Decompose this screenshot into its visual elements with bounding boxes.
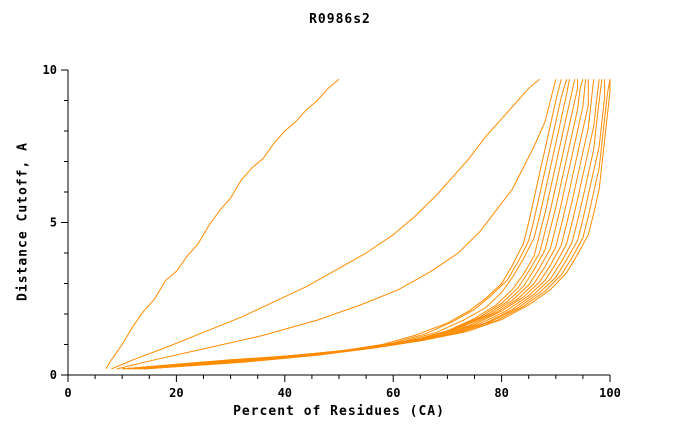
y-tick-label: 10 bbox=[43, 63, 57, 77]
data-curve bbox=[122, 79, 562, 370]
x-tick-label: 60 bbox=[386, 386, 400, 400]
data-curve bbox=[116, 79, 557, 370]
data-curve bbox=[122, 79, 568, 370]
x-tick-label: 80 bbox=[494, 386, 508, 400]
y-tick-label: 5 bbox=[50, 216, 57, 230]
x-axis-label: Percent of Residues (CA) bbox=[233, 404, 445, 419]
y-tick-label: 0 bbox=[50, 368, 57, 382]
data-curve bbox=[143, 79, 611, 370]
chart-title: R0986s2 bbox=[309, 12, 371, 27]
data-curve bbox=[138, 79, 595, 370]
data-curve bbox=[138, 79, 603, 370]
data-curve bbox=[127, 79, 576, 370]
data-curve bbox=[132, 79, 587, 370]
data-curve bbox=[105, 78, 340, 370]
x-tick-label: 0 bbox=[64, 386, 71, 400]
data-curve bbox=[143, 79, 611, 370]
data-curve bbox=[132, 79, 589, 370]
data-curve bbox=[127, 79, 570, 370]
data-curve bbox=[127, 79, 578, 370]
x-tick-label: 20 bbox=[169, 386, 183, 400]
y-axis-label: Distance Cutoff, A bbox=[15, 142, 31, 301]
data-curve bbox=[143, 79, 606, 370]
x-tick-label: 100 bbox=[599, 386, 621, 400]
x-tick-label: 40 bbox=[278, 386, 292, 400]
data-curve bbox=[132, 79, 584, 370]
data-curve bbox=[111, 78, 540, 370]
data-curve bbox=[138, 79, 600, 370]
